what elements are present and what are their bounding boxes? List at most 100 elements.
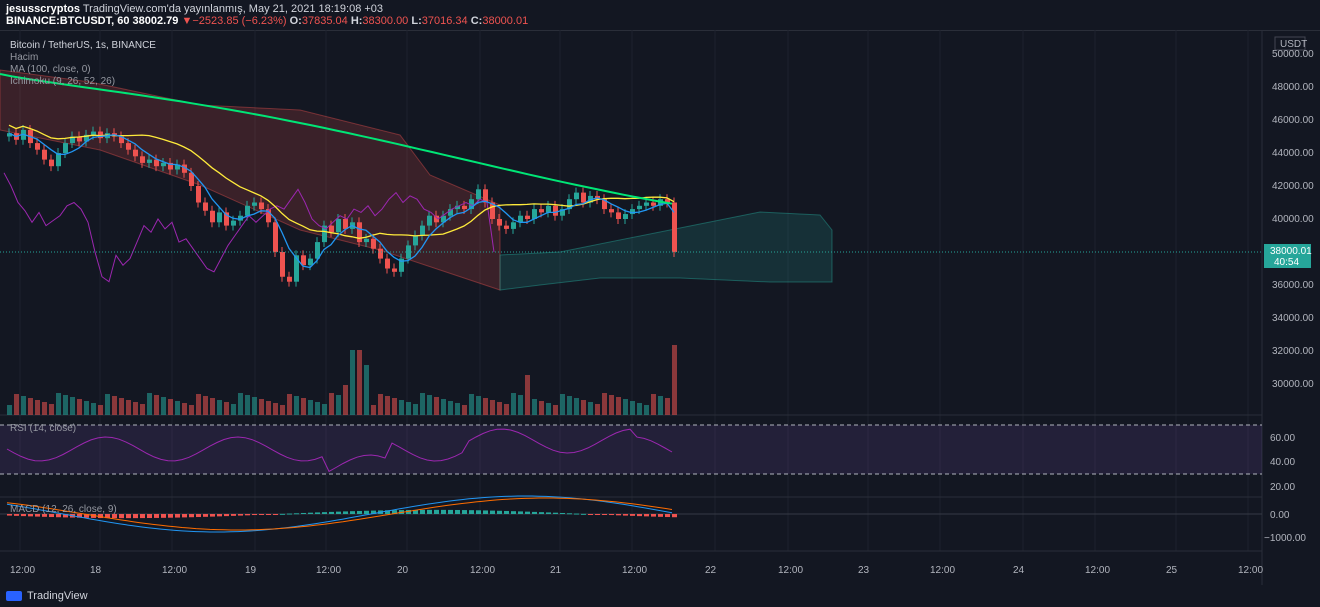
macd-hist-bar [595,514,600,515]
time-tick: 22 [705,565,717,576]
volume-bar [154,395,159,415]
candle-body [196,186,201,203]
rsi-tick: 60.00 [1270,433,1295,444]
candle-body [427,215,432,226]
macd-hist-bar [483,510,488,514]
price-tick: 48000.00 [1272,82,1314,93]
candle-body [532,209,537,219]
candle-body [301,255,306,266]
author-name[interactable]: jesusscryptos [6,3,80,15]
volume-bar [182,403,187,415]
brand-name[interactable]: TradingView [27,590,88,602]
volume-bar [147,393,152,415]
symbol-title[interactable]: Bitcoin / TetherUS, 1s, BINANCE [10,40,156,51]
volume-legend[interactable]: Hacim [10,52,39,63]
rsi-axis[interactable]: 60.00 40.00 20.00 [1270,433,1295,493]
time-axis[interactable]: 12:00 18 12:00 19 12:00 20 12:00 21 12:00 22 12:00… [10,565,1263,576]
low-value: 37016.34 [421,15,468,27]
rsi-line [6,428,673,473]
macd-hist-bar [203,514,208,517]
macd-hist-bar [294,513,299,515]
candle-body [378,248,383,259]
candle-body [364,238,369,243]
candle-body [399,258,404,272]
macd-hist-bar [266,514,271,515]
candle-body [357,222,362,243]
macd-hist-bar [315,512,320,514]
candle-body [126,143,131,150]
currency-box[interactable] [1274,36,1306,51]
macd-hist-bar [455,509,460,514]
candle-body [392,268,397,272]
time-tick: 12:00 [778,565,803,576]
volume-bar [322,404,327,415]
ichimoku-legend[interactable]: Ichimoku (9, 26, 52, 26) [10,76,116,87]
volume-bar [203,396,208,415]
volume-bar [91,403,96,415]
macd-axis[interactable]: 0.00 −1000.00 [1264,510,1306,544]
macd-hist-bar [105,514,110,519]
macd-hist-bar [350,511,355,514]
time-tick: 12:00 [930,565,955,576]
candle-body [483,189,488,203]
price-axis[interactable]: USDT 50000.00 48000.00 46000.00 44000.00… [1264,36,1314,390]
tradingview-logo-icon[interactable] [6,591,22,601]
high-value: 38300.00 [362,15,409,27]
volume-bar [511,393,516,415]
price-tick: 40000.00 [1272,214,1314,225]
volume-bar [525,375,530,415]
time-tick: 24 [1013,565,1025,576]
volume-bar [364,365,369,415]
candle-body [609,209,614,213]
volume-bar [455,403,460,415]
macd-hist-bar [574,513,579,515]
rsi-legend[interactable]: RSI (14, close) [10,423,77,434]
open-label: O: [289,15,302,27]
macd-hist-bar [133,514,138,519]
chart-area[interactable] [0,30,1320,585]
volume-bar [175,401,180,415]
macd-hist-bar [546,512,551,514]
volume-bar [315,402,320,415]
volume-bar [448,401,453,415]
macd-hist-bar [665,514,670,518]
macd-hist-bar [322,512,327,514]
ma-legend[interactable]: MA (100, close, 0) [10,64,91,75]
macd-hist-bar [357,510,362,514]
volume-bar [336,395,341,415]
candle-body [476,189,481,200]
macd-hist-bar [651,514,656,517]
publish-info: jesusscryptos TradingView.com'da yayınla… [6,3,1314,15]
volume-bar [77,399,82,415]
macd-hist-bar [210,514,215,517]
macd-hist-bar [28,514,33,517]
candlesticks [7,124,677,287]
volume-bar [119,398,124,415]
currency-label: USDT [1280,39,1307,50]
volume-bar [385,396,390,415]
macd-hist-bar [168,514,173,518]
candle-body [651,202,656,206]
volume-bar [518,395,523,415]
rsi-tick: 40.00 [1270,457,1295,468]
macd-hist-bar [420,509,425,514]
candle-body [231,220,236,226]
macd-hist-bar [567,513,572,515]
macd-hist-bar [462,510,467,514]
candle-body [329,225,334,233]
volume-bar [70,397,75,415]
chart-canvas[interactable]: USDT 50000.00 48000.00 46000.00 44000.00… [0,30,1320,585]
candle-body [455,205,460,210]
symbol-label[interactable]: BINANCE:BTCUSDT, 60 [6,15,130,27]
volume-bar [168,399,173,415]
price-tick: 32000.00 [1272,346,1314,357]
candle-body [294,255,299,282]
volume-bar [651,394,656,415]
time-tick: 19 [245,565,257,576]
macd-legend[interactable]: MACD (12, 26, close, 9) [10,504,117,515]
volume-bar [266,401,271,415]
candle-body [7,133,12,137]
high-label: H: [350,15,363,27]
candle-body [273,222,278,252]
price-tick: 44000.00 [1272,148,1314,159]
